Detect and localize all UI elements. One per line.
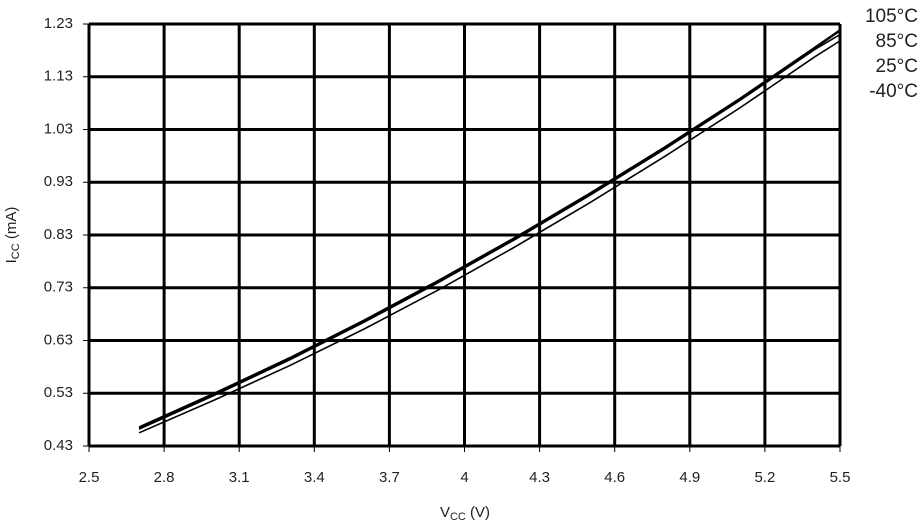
x-tick-label: 2.8 (154, 469, 175, 486)
legend-label: 25°C (876, 56, 918, 77)
x-tick-label: 5.5 (830, 469, 851, 486)
y-tick-label: 1.03 (44, 120, 73, 137)
y-tick-label: 0.53 (44, 384, 73, 401)
x-tick-label: 5.2 (754, 469, 775, 486)
legend-label: -40°C (869, 81, 918, 102)
x-tick-label: 4.9 (679, 469, 700, 486)
x-label-rest: (V) (466, 504, 490, 521)
data-line (138, 29, 841, 428)
y-tick-label: 1.13 (44, 68, 73, 85)
y-tick-label: 0.83 (44, 226, 73, 243)
legend-label: 105°C (865, 6, 918, 27)
x-tick-label: 2.5 (79, 469, 100, 486)
y-label-sub: CC (10, 243, 22, 259)
data-line (138, 30, 841, 429)
x-tick-label: 3.1 (229, 469, 250, 486)
y-label-main: I (3, 259, 20, 263)
data-line (138, 40, 841, 434)
y-tick-label: 1.23 (44, 15, 73, 32)
x-tick-label: 3.4 (304, 469, 325, 486)
x-tick-label: 4.3 (529, 469, 550, 486)
x-tick-label: 3.7 (379, 469, 400, 486)
data-line (138, 33, 841, 430)
x-tick-label: 4 (460, 469, 468, 486)
y-axis-label: ICC (mA) (3, 207, 22, 264)
y-tick-label: 0.43 (44, 437, 73, 454)
y-tick-label: 0.93 (44, 173, 73, 190)
x-tick-label: 4.6 (604, 469, 625, 486)
x-axis-label: VCC (V) (440, 504, 490, 523)
x-label-main: V (440, 504, 450, 521)
y-tick-label: 0.73 (44, 279, 73, 296)
legend-label: 85°C (876, 31, 918, 52)
x-label-sub: CC (450, 511, 466, 523)
y-tick-label: 0.63 (44, 331, 73, 348)
y-label-rest: (mA) (3, 207, 20, 244)
